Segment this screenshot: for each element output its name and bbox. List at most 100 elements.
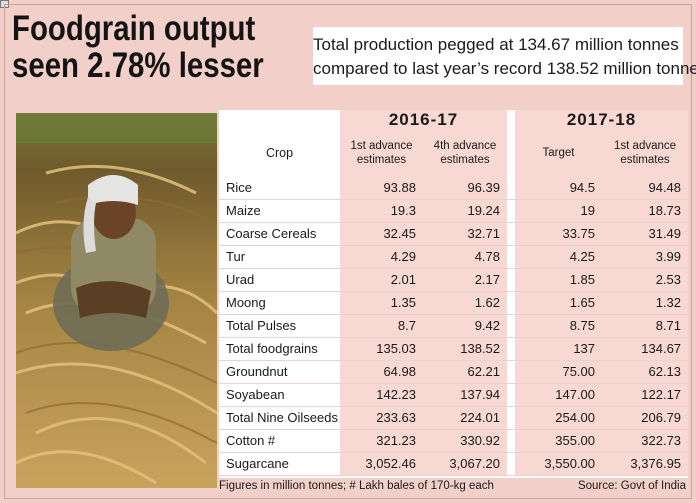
value-1st-advance-2016: 135.03 — [340, 337, 423, 361]
value-target-2017: 1.65 — [515, 291, 603, 315]
column-gap — [507, 429, 516, 453]
value-target-2017: 254.00 — [515, 406, 603, 430]
column-gap — [507, 245, 516, 269]
production-table: 2016-17 2017-18 Crop 1st advance estimat… — [219, 110, 689, 478]
crop-name: Cotton # — [219, 429, 340, 453]
subheading-line-1: Total production pegged at 134.67 millio… — [313, 35, 679, 54]
value-4th-advance-2016: 96.39 — [423, 176, 508, 200]
subheading-line-2: compared to last year’s record 138.52 mi… — [313, 59, 696, 78]
column-gap — [507, 452, 516, 476]
value-1st-advance-2016: 233.63 — [340, 406, 423, 430]
value-1st-advance-2017: 94.48 — [602, 176, 689, 200]
crop-name: Rice — [219, 176, 340, 200]
headline: Foodgrain output seen 2.78% lesser — [12, 10, 264, 84]
crop-name: Total foodgrains — [219, 337, 340, 361]
value-4th-advance-2016: 224.01 — [423, 406, 508, 430]
value-target-2017: 19 — [515, 199, 603, 223]
value-4th-advance-2016: 3,067.20 — [423, 452, 508, 476]
value-4th-advance-2016: 4.78 — [423, 245, 508, 269]
value-target-2017: 8.75 — [515, 314, 603, 338]
table-row: Maize 19.3 19.24 19 18.73 — [219, 199, 689, 223]
value-4th-advance-2016: 62.21 — [423, 360, 508, 384]
crop-name: Total Nine Oilseeds — [219, 406, 340, 430]
crop-name: Groundnut — [219, 360, 340, 384]
value-1st-advance-2017: 3.99 — [602, 245, 689, 269]
value-1st-advance-2016: 32.45 — [340, 222, 423, 246]
value-4th-advance-2016: 330.92 — [423, 429, 508, 453]
value-1st-advance-2016: 93.88 — [340, 176, 423, 200]
value-1st-advance-2017: 31.49 — [602, 222, 689, 246]
headline-line-1: Foodgrain output — [12, 9, 256, 48]
value-1st-advance-2016: 142.23 — [340, 383, 423, 407]
table-row: Total foodgrains 135.03 138.52 137 134.67 — [219, 337, 689, 361]
table-row: Rice 93.88 96.39 94.5 94.48 — [219, 176, 689, 200]
column-gap — [507, 268, 516, 292]
table-row: Cotton #321.23 330.92 355.00 322.73 — [219, 429, 689, 453]
table-row: Total Nine Oilseeds 233.63 224.01 254.00 206… — [219, 406, 689, 430]
value-target-2017: 33.75 — [515, 222, 603, 246]
column-gap — [507, 314, 516, 338]
value-target-2017: 75.00 — [515, 360, 603, 384]
year-header-2017-18: 2017-18 — [515, 110, 689, 130]
value-1st-advance-2016: 64.98 — [340, 360, 423, 384]
value-1st-advance-2016: 3,052.46 — [340, 452, 423, 476]
column-gap — [507, 337, 516, 361]
source-credit: Source: Govt of India — [577, 480, 686, 492]
farmer-wheat-photo — [16, 113, 217, 488]
col-header-target-2017: Target — [515, 130, 603, 176]
value-1st-advance-2017: 18.73 — [602, 199, 689, 223]
footer: Figures in million tonnes; # Lakh bales … — [219, 480, 688, 492]
value-1st-advance-2016: 2.01 — [340, 268, 423, 292]
value-4th-advance-2016: 2.17 — [423, 268, 508, 292]
subheading-box: Total production pegged at 134.67 millio… — [313, 27, 696, 85]
crop-name: Soyabean — [219, 383, 340, 407]
value-target-2017: 147.00 — [515, 383, 603, 407]
value-1st-advance-2017: 134.67 — [602, 337, 689, 361]
column-gap — [507, 199, 516, 223]
value-4th-advance-2016: 1.62 — [423, 291, 508, 315]
column-gap — [507, 222, 516, 246]
headline-line-2: seen 2.78% lesser — [12, 46, 264, 85]
crop-name: Urad — [219, 268, 340, 292]
crop-name: Moong — [219, 291, 340, 315]
value-1st-advance-2017: 8.71 — [602, 314, 689, 338]
crop-name: Sugarcane — [219, 452, 340, 476]
value-target-2017: 1.85 — [515, 268, 603, 292]
column-gap — [507, 360, 516, 384]
table-row: Sugarcane 3,052.46 3,067.20 3,550.00 3,376.9… — [219, 452, 689, 476]
value-4th-advance-2016: 19.24 — [423, 199, 508, 223]
column-gap — [507, 291, 516, 315]
value-4th-advance-2016: 32.71 — [423, 222, 508, 246]
col-header-1st-advance-2017: 1st advance estimates — [602, 130, 689, 176]
value-1st-advance-2016: 1.35 — [340, 291, 423, 315]
crop-name: Total Pulses — [219, 314, 340, 338]
value-1st-advance-2016: 321.23 — [340, 429, 423, 453]
value-1st-advance-2017: 62.13 — [602, 360, 689, 384]
column-gap — [507, 383, 516, 407]
crop-name: Coarse Cereals — [219, 222, 340, 246]
value-4th-advance-2016: 138.52 — [423, 337, 508, 361]
value-1st-advance-2016: 4.29 — [340, 245, 423, 269]
table-row: Tur 4.29 4.78 4.25 3.99 — [219, 245, 689, 269]
crop-name: Maize — [219, 199, 340, 223]
value-1st-advance-2017: 322.73 — [602, 429, 689, 453]
graphic-frame — [4, 4, 692, 499]
value-target-2017: 4.25 — [515, 245, 603, 269]
footer-note: Figures in million tonnes; # Lakh bales … — [219, 480, 494, 492]
column-gap — [507, 176, 516, 200]
value-4th-advance-2016: 137.94 — [423, 383, 508, 407]
table-row: Moong 1.35 1.62 1.65 1.32 — [219, 291, 689, 315]
col-header-4th-advance-2016: 4th advance estimates — [423, 130, 508, 176]
table-row: Soyabean 142.23 137.94 147.00 122.17 — [219, 383, 689, 407]
table-row: Urad 2.01 2.17 1.85 2.53 — [219, 268, 689, 292]
value-1st-advance-2016: 8.7 — [340, 314, 423, 338]
value-1st-advance-2017: 2.53 — [602, 268, 689, 292]
column-gap — [507, 406, 516, 430]
value-1st-advance-2017: 122.17 — [602, 383, 689, 407]
value-1st-advance-2016: 19.3 — [340, 199, 423, 223]
value-1st-advance-2017: 206.79 — [602, 406, 689, 430]
value-1st-advance-2017: 3,376.95 — [602, 452, 689, 476]
value-target-2017: 137 — [515, 337, 603, 361]
value-4th-advance-2016: 9.42 — [423, 314, 508, 338]
year-header-2016-17: 2016-17 — [340, 110, 508, 130]
